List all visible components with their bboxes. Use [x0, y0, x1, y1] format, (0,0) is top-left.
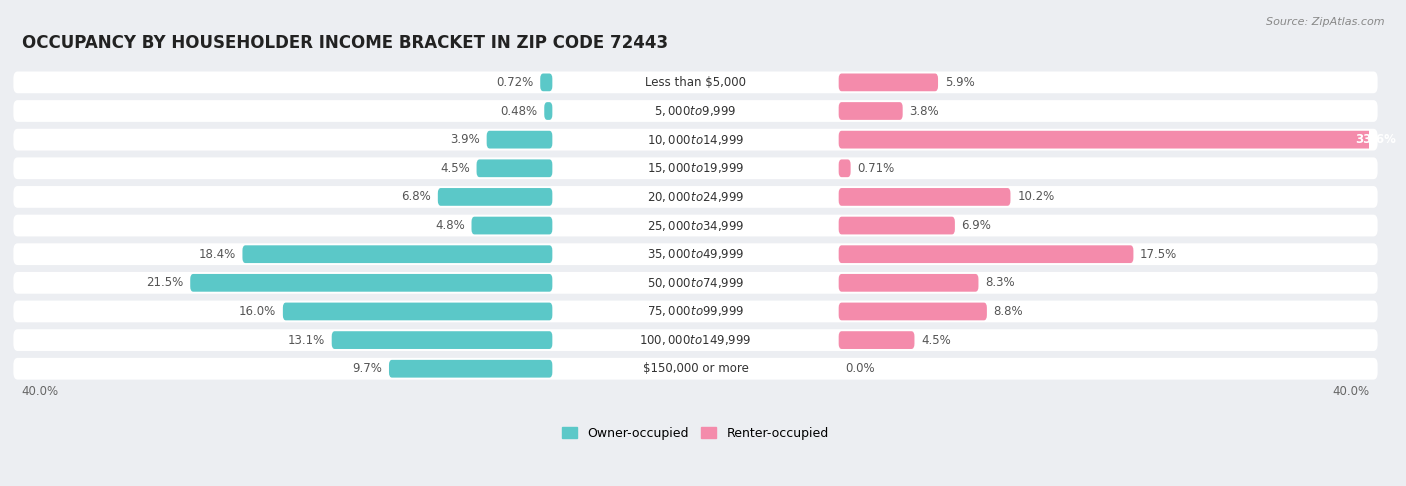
FancyBboxPatch shape — [14, 157, 1378, 179]
Text: 5.9%: 5.9% — [945, 76, 974, 89]
Text: 4.8%: 4.8% — [434, 219, 465, 232]
Text: $50,000 to $74,999: $50,000 to $74,999 — [647, 276, 744, 290]
FancyBboxPatch shape — [544, 102, 553, 120]
FancyBboxPatch shape — [838, 73, 938, 91]
Text: OCCUPANCY BY HOUSEHOLDER INCOME BRACKET IN ZIP CODE 72443: OCCUPANCY BY HOUSEHOLDER INCOME BRACKET … — [22, 35, 668, 52]
Text: 4.5%: 4.5% — [440, 162, 470, 175]
FancyBboxPatch shape — [14, 329, 1378, 351]
Text: 6.9%: 6.9% — [962, 219, 991, 232]
FancyBboxPatch shape — [471, 217, 553, 234]
FancyBboxPatch shape — [14, 186, 1378, 208]
FancyBboxPatch shape — [838, 245, 1133, 263]
Text: $100,000 to $149,999: $100,000 to $149,999 — [640, 333, 752, 347]
FancyBboxPatch shape — [838, 102, 903, 120]
FancyBboxPatch shape — [838, 217, 955, 234]
Text: 13.1%: 13.1% — [288, 333, 325, 347]
Text: 16.0%: 16.0% — [239, 305, 276, 318]
FancyBboxPatch shape — [190, 274, 553, 292]
FancyBboxPatch shape — [14, 300, 1378, 322]
Text: $25,000 to $34,999: $25,000 to $34,999 — [647, 219, 744, 233]
Text: 40.0%: 40.0% — [22, 385, 59, 398]
FancyBboxPatch shape — [838, 159, 851, 177]
Text: $20,000 to $24,999: $20,000 to $24,999 — [647, 190, 744, 204]
Text: 8.3%: 8.3% — [986, 277, 1015, 289]
Text: 0.71%: 0.71% — [858, 162, 894, 175]
Text: $35,000 to $49,999: $35,000 to $49,999 — [647, 247, 744, 261]
Text: 3.8%: 3.8% — [910, 104, 939, 118]
FancyBboxPatch shape — [14, 215, 1378, 236]
Text: 6.8%: 6.8% — [401, 191, 432, 204]
Text: $150,000 or more: $150,000 or more — [643, 362, 748, 375]
FancyBboxPatch shape — [14, 272, 1378, 294]
Text: $75,000 to $99,999: $75,000 to $99,999 — [647, 304, 744, 318]
FancyBboxPatch shape — [838, 274, 979, 292]
Text: 3.9%: 3.9% — [450, 133, 479, 146]
Text: 8.8%: 8.8% — [994, 305, 1024, 318]
Text: 0.0%: 0.0% — [845, 362, 875, 375]
Text: 4.5%: 4.5% — [921, 333, 950, 347]
Text: Source: ZipAtlas.com: Source: ZipAtlas.com — [1267, 17, 1385, 27]
Text: $15,000 to $19,999: $15,000 to $19,999 — [647, 161, 744, 175]
FancyBboxPatch shape — [389, 360, 553, 378]
Text: $5,000 to $9,999: $5,000 to $9,999 — [654, 104, 737, 118]
FancyBboxPatch shape — [14, 243, 1378, 265]
FancyBboxPatch shape — [838, 131, 1405, 149]
FancyBboxPatch shape — [14, 100, 1378, 122]
FancyBboxPatch shape — [540, 73, 553, 91]
FancyBboxPatch shape — [486, 131, 553, 149]
Text: 21.5%: 21.5% — [146, 277, 184, 289]
FancyBboxPatch shape — [838, 303, 987, 320]
Text: 0.72%: 0.72% — [496, 76, 533, 89]
FancyBboxPatch shape — [838, 331, 914, 349]
Text: 40.0%: 40.0% — [1331, 385, 1369, 398]
Text: 9.7%: 9.7% — [353, 362, 382, 375]
FancyBboxPatch shape — [437, 188, 553, 206]
Text: Less than $5,000: Less than $5,000 — [645, 76, 747, 89]
FancyBboxPatch shape — [477, 159, 553, 177]
Text: 10.2%: 10.2% — [1017, 191, 1054, 204]
FancyBboxPatch shape — [838, 188, 1011, 206]
Text: 17.5%: 17.5% — [1140, 248, 1177, 260]
Legend: Owner-occupied, Renter-occupied: Owner-occupied, Renter-occupied — [562, 427, 828, 440]
FancyBboxPatch shape — [14, 358, 1378, 380]
FancyBboxPatch shape — [283, 303, 553, 320]
FancyBboxPatch shape — [332, 331, 553, 349]
Text: $10,000 to $14,999: $10,000 to $14,999 — [647, 133, 744, 147]
FancyBboxPatch shape — [14, 129, 1378, 151]
FancyBboxPatch shape — [242, 245, 553, 263]
Text: 0.48%: 0.48% — [501, 104, 537, 118]
Text: 18.4%: 18.4% — [198, 248, 236, 260]
FancyBboxPatch shape — [14, 71, 1378, 93]
Text: 33.6%: 33.6% — [1355, 133, 1396, 146]
